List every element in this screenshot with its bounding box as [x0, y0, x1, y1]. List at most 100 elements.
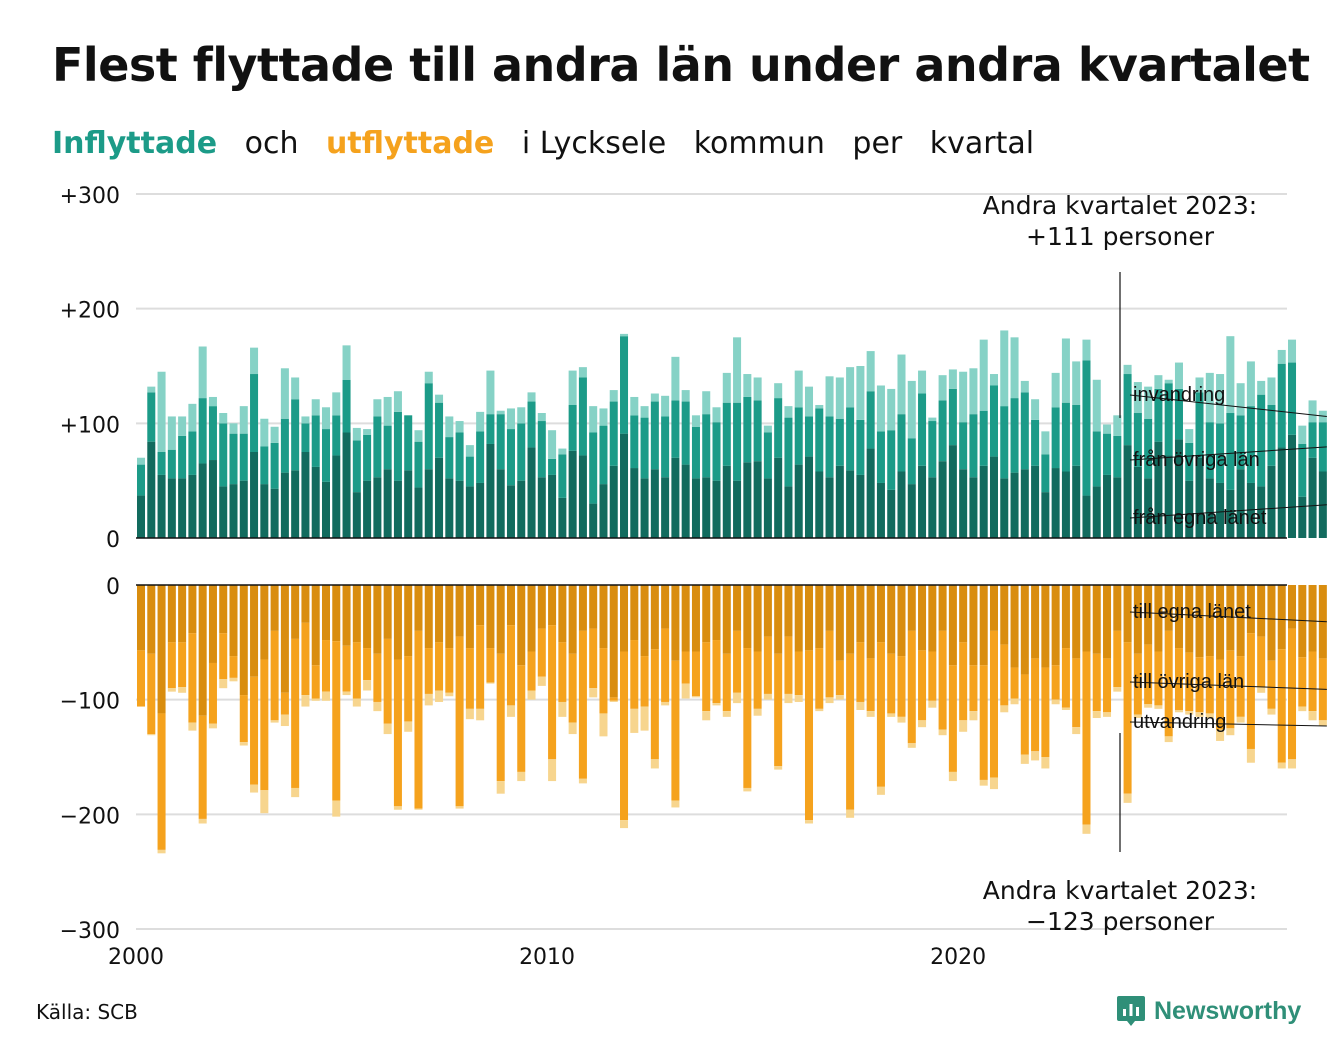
bar-in-immig	[897, 354, 906, 415]
bar-in-immig	[876, 385, 885, 432]
bar-out-other	[959, 642, 968, 721]
bar-in-immig	[229, 423, 238, 434]
bar-in-own	[455, 480, 464, 538]
bar-out-emig	[722, 711, 731, 717]
bar-out-own	[1277, 585, 1286, 650]
bar-in-immig	[1031, 399, 1040, 420]
bar-in-immig	[1010, 337, 1019, 399]
bar-in-immig	[137, 457, 146, 465]
bar-in-other	[599, 425, 608, 485]
bar-in-other	[506, 429, 515, 486]
bar-out-other	[712, 640, 721, 704]
y-tick-label-out: −300	[60, 919, 120, 944]
bar-out-other	[948, 665, 957, 772]
bar-out-emig	[1113, 687, 1122, 692]
bar-out-own	[866, 585, 875, 659]
annotation-in-line2: +111 personer	[1026, 222, 1215, 251]
bar-in-other	[1195, 392, 1204, 458]
bar-out-emig	[835, 695, 844, 700]
series-label-out: utvandring	[1133, 711, 1226, 733]
bar-out-own	[229, 585, 238, 657]
bar-in-immig	[250, 347, 259, 375]
bar-out-emig	[568, 722, 577, 735]
bar-in-own	[393, 480, 402, 538]
bar-in-other	[640, 417, 649, 479]
bar-in-own	[979, 465, 988, 538]
bar-in-other	[1103, 433, 1112, 475]
bar-out-other	[558, 642, 567, 702]
bar-in-other	[907, 438, 916, 485]
bar-out-own	[1113, 585, 1122, 631]
bar-out-emig	[1205, 713, 1214, 719]
bar-out-emig	[794, 695, 803, 702]
y-tick-label-in: +300	[60, 184, 120, 209]
bar-in-own	[404, 470, 413, 538]
bar-in-other	[671, 400, 680, 458]
bar-out-own	[578, 585, 587, 631]
bar-in-immig	[1236, 383, 1245, 416]
bar-in-other	[445, 437, 454, 479]
bar-out-emig	[774, 766, 783, 770]
bar-out-other	[250, 676, 259, 785]
bar-in-own	[568, 450, 577, 538]
bar-in-other	[1113, 435, 1122, 478]
bar-out-own	[332, 585, 341, 642]
bar-in-immig	[722, 372, 731, 403]
bar-in-own	[280, 472, 289, 538]
bar-out-other	[280, 692, 289, 715]
bar-out-own	[178, 585, 187, 643]
bar-in-other	[948, 388, 957, 446]
bar-in-own	[250, 452, 259, 538]
bar-in-other	[1246, 406, 1255, 483]
bar-in-other	[137, 464, 146, 496]
bar-out-own	[506, 585, 515, 626]
series-label-out: till egna länet	[1133, 601, 1251, 623]
bar-in-own	[753, 461, 762, 538]
bar-in-immig	[1123, 364, 1132, 375]
bar-in-own	[352, 492, 361, 538]
bar-in-own	[897, 471, 906, 538]
bar-in-own	[537, 477, 546, 538]
bar-out-own	[352, 585, 361, 643]
bar-out-other	[373, 653, 382, 702]
bar-in-immig	[167, 416, 176, 450]
bar-in-other	[1010, 398, 1019, 473]
bar-out-emig	[671, 800, 680, 808]
bar-in-other	[219, 423, 228, 487]
bar-in-other	[270, 442, 279, 489]
bar-out-own	[671, 585, 680, 661]
bar-out-other	[383, 638, 392, 724]
bar-in-own	[620, 433, 629, 538]
bar-out-other	[897, 656, 906, 717]
bar-out-other	[1133, 653, 1142, 715]
bar-in-other	[332, 415, 341, 456]
bar-in-own	[1267, 465, 1276, 538]
bar-out-own	[733, 585, 742, 631]
bar-out-emig	[1164, 736, 1173, 743]
bar-in-other	[702, 414, 711, 478]
bar-out-other	[445, 648, 454, 693]
bar-out-own	[743, 585, 752, 649]
bar-in-immig	[918, 370, 927, 394]
bar-out-own	[1154, 585, 1163, 652]
bar-in-own	[1082, 495, 1091, 538]
bar-out-own	[568, 585, 577, 654]
bar-out-own	[291, 585, 300, 639]
bar-out-other	[1154, 651, 1163, 706]
series-label-connector-out	[1129, 681, 1327, 690]
bar-in-other	[537, 421, 546, 478]
bar-in-own	[846, 470, 855, 538]
bar-out-emig	[948, 771, 957, 782]
bar-in-immig	[373, 399, 382, 417]
bar-in-immig	[630, 396, 639, 416]
bar-out-emig	[1123, 793, 1132, 803]
bar-out-emig	[1000, 705, 1009, 713]
bar-in-own	[804, 456, 814, 538]
bar-out-own	[784, 585, 793, 637]
bar-out-own	[270, 585, 279, 631]
bar-out-other	[1072, 658, 1081, 728]
bar-in-immig	[887, 388, 896, 431]
bar-in-other	[815, 408, 824, 472]
bar-out-other	[260, 659, 269, 791]
bar-in-other	[589, 432, 598, 504]
